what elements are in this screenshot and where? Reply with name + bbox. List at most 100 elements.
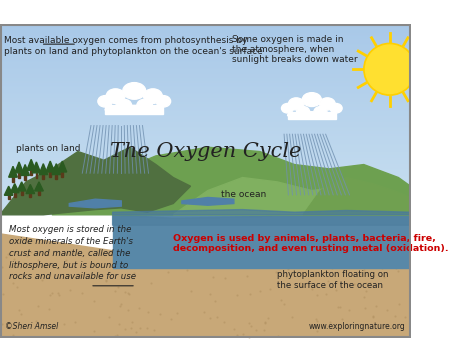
Polygon shape: [39, 164, 47, 174]
Bar: [0, 65, 410, 66]
Bar: [0, 47, 410, 48]
Ellipse shape: [314, 106, 327, 117]
Bar: [0, 201, 410, 202]
Bar: [0, 191, 410, 192]
Bar: [0, 160, 410, 161]
Bar: [0, 115, 410, 116]
Polygon shape: [182, 197, 234, 205]
Bar: [0, 90, 410, 91]
Bar: [0, 70, 410, 71]
Polygon shape: [9, 166, 18, 177]
Bar: [0, 168, 410, 169]
Bar: [0, 174, 410, 175]
Bar: [0, 112, 410, 113]
Bar: [0, 169, 410, 170]
Bar: [0, 73, 410, 75]
Bar: [0, 102, 410, 103]
Bar: [0, 159, 410, 160]
Ellipse shape: [288, 112, 336, 119]
Bar: [0, 86, 410, 87]
Bar: [0, 82, 410, 83]
Ellipse shape: [137, 99, 153, 112]
Bar: [0, 105, 410, 106]
Bar: [30, 170, 32, 175]
Bar: [105, 105, 164, 114]
Polygon shape: [0, 225, 410, 338]
Bar: [0, 92, 410, 93]
Bar: [0, 98, 410, 99]
Bar: [0, 171, 410, 172]
Bar: [0, 123, 410, 124]
Bar: [0, 43, 410, 44]
Ellipse shape: [302, 93, 321, 106]
Bar: [0, 127, 410, 128]
Bar: [8, 195, 9, 199]
Bar: [0, 207, 410, 208]
Bar: [0, 108, 410, 109]
Bar: [0, 124, 410, 125]
Bar: [0, 29, 410, 30]
Bar: [0, 166, 410, 167]
Bar: [0, 150, 410, 151]
Bar: [0, 95, 410, 96]
Bar: [0, 50, 410, 51]
Bar: [0, 143, 410, 144]
Bar: [0, 147, 410, 148]
Bar: [0, 154, 410, 155]
Bar: [0, 96, 410, 97]
Bar: [0, 117, 410, 118]
Bar: [0, 163, 410, 164]
Bar: [0, 130, 410, 131]
Bar: [0, 63, 410, 64]
Bar: [0, 103, 410, 104]
Bar: [0, 148, 410, 149]
Polygon shape: [26, 185, 35, 194]
Bar: [0, 162, 410, 163]
Bar: [0, 187, 410, 188]
Bar: [12, 177, 14, 182]
Bar: [0, 110, 410, 111]
Bar: [0, 84, 410, 85]
Bar: [0, 114, 410, 115]
Bar: [0, 81, 410, 82]
Bar: [0, 59, 410, 60]
Ellipse shape: [319, 98, 335, 110]
Bar: [0, 56, 410, 57]
Bar: [0, 167, 410, 168]
Bar: [0, 41, 410, 42]
Bar: [0, 211, 410, 212]
Bar: [0, 190, 410, 191]
Bar: [0, 193, 410, 194]
Bar: [0, 79, 410, 80]
Bar: [0, 122, 410, 123]
Ellipse shape: [297, 106, 310, 117]
Text: The Oxygen Cycle: The Oxygen Cycle: [109, 142, 301, 161]
Bar: [14, 193, 16, 197]
Bar: [0, 186, 410, 187]
Bar: [0, 135, 410, 136]
Polygon shape: [52, 147, 410, 215]
Bar: [0, 146, 410, 147]
Text: www.exploringnature.org: www.exploringnature.org: [309, 322, 405, 331]
Ellipse shape: [105, 105, 164, 114]
Bar: [0, 151, 410, 152]
Bar: [0, 36, 410, 37]
Text: Oxygen is used by animals, plants, bacteria, fire,
decomposition, and even rusti: Oxygen is used by animals, plants, bacte…: [173, 234, 449, 253]
Bar: [0, 27, 410, 28]
Bar: [0, 149, 410, 150]
Bar: [36, 173, 37, 177]
Bar: [0, 129, 410, 130]
Bar: [0, 31, 410, 32]
Bar: [0, 165, 410, 166]
Bar: [0, 109, 410, 110]
Bar: [0, 202, 410, 203]
Bar: [0, 77, 410, 78]
Bar: [0, 157, 410, 159]
Bar: [0, 132, 410, 133]
Bar: [0, 88, 410, 89]
Bar: [0, 203, 410, 205]
Bar: [0, 184, 410, 185]
Bar: [0, 72, 410, 73]
Polygon shape: [46, 161, 55, 172]
Bar: [0, 87, 410, 88]
